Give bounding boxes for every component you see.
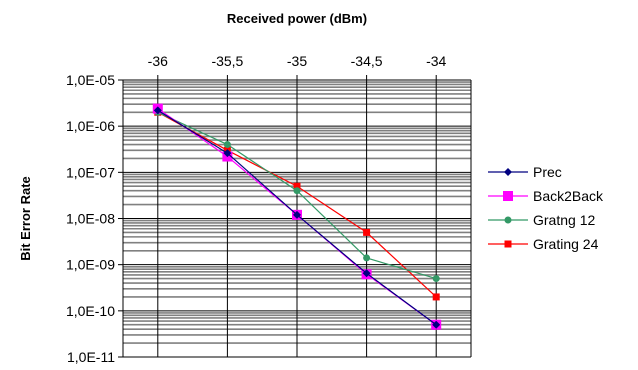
data-point-prec bbox=[223, 149, 232, 158]
y-tick-label: 1,0E-09 bbox=[66, 257, 115, 273]
y-tick-label: 1,0E-07 bbox=[66, 164, 115, 180]
x-tick-label: -34,5 bbox=[351, 53, 383, 69]
data-point-grating-24 bbox=[432, 293, 440, 301]
data-point-grating-24 bbox=[293, 182, 301, 190]
y-tick-label: 1,0E-11 bbox=[67, 349, 115, 365]
x-tick-label: -35,5 bbox=[211, 53, 243, 69]
data-point-gratng-12 bbox=[223, 141, 231, 149]
legend-label-grating-24: Grating 24 bbox=[533, 236, 599, 252]
x-tick-label: -35 bbox=[287, 53, 307, 69]
x-tick-label: -36 bbox=[148, 53, 168, 69]
grid-lines bbox=[123, 79, 471, 358]
data-point-gratng-12 bbox=[293, 187, 301, 195]
data-point-gratng-12 bbox=[432, 275, 440, 283]
series-prec bbox=[153, 106, 441, 329]
y-tick-label: 1,0E-05 bbox=[66, 72, 115, 88]
data-point-gratng-12 bbox=[363, 254, 371, 262]
legend: Prec Back2Back Gratng 12 Grating 24 bbox=[488, 164, 604, 252]
data-point-grating-24 bbox=[363, 228, 371, 236]
legend-label-back2back: Back2Back bbox=[533, 188, 604, 204]
axes bbox=[118, 75, 472, 358]
data-point-prec bbox=[362, 269, 371, 278]
y-tick-label: 1,0E-10 bbox=[66, 303, 115, 319]
data-point-prec bbox=[153, 106, 162, 115]
y-tick-label: 1,0E-06 bbox=[66, 118, 115, 134]
x-axis-title: Received power (dBm) bbox=[227, 11, 367, 26]
legend-label-prec: Prec bbox=[533, 164, 562, 180]
legend-marker-grating-24 bbox=[504, 240, 512, 248]
data-series bbox=[152, 103, 442, 330]
data-point-prec bbox=[432, 320, 441, 329]
x-tick-label: -34 bbox=[426, 53, 446, 69]
y-tick-label: 1,0E-08 bbox=[66, 211, 115, 227]
tick-labels: 1,0E-05 1,0E-06 1,0E-07 1,0E-08 1,0E-09 1,0E-… bbox=[66, 53, 447, 365]
legend-marker-gratng-12 bbox=[504, 216, 512, 224]
data-point-prec bbox=[293, 210, 301, 219]
legend-marker-prec bbox=[504, 168, 512, 176]
legend-marker-back2back bbox=[503, 191, 513, 201]
legend-label-gratng-12: Gratng 12 bbox=[533, 212, 595, 228]
y-axis-title: Bit Error Rate bbox=[18, 176, 33, 261]
